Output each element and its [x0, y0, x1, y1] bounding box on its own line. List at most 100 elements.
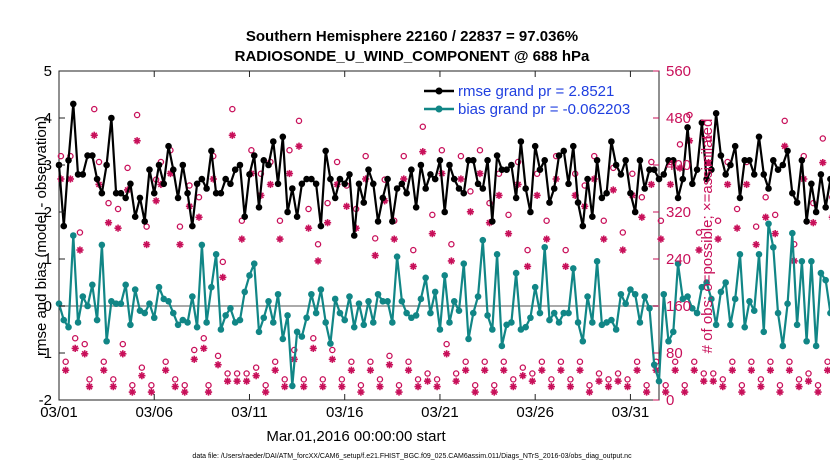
obs-possible-marker: [586, 381, 593, 389]
rmse-point: [784, 147, 791, 155]
bias-point: [246, 272, 253, 279]
bias-point: [589, 319, 596, 326]
rmse-point: [569, 142, 577, 150]
obs-possible-marker: [529, 370, 536, 377]
obs-assimilated-marker: [238, 235, 246, 243]
obs-possible-marker: [714, 217, 722, 224]
bias-point: [660, 290, 668, 298]
obs-possible-marker: [562, 246, 569, 254]
data-file-footer: data file: /Users/raeder/DAI/ATM_forcXX/…: [192, 453, 632, 460]
obs-possible-marker: [319, 376, 327, 383]
rmse-point: [465, 157, 472, 164]
obs-assimilated-marker: [538, 366, 546, 374]
rmse-point: [779, 161, 787, 169]
bias-point: [222, 312, 229, 319]
obs-assimilated-marker: [747, 366, 755, 374]
obs-assimilated-marker: [504, 230, 513, 238]
obs-assimilated-marker: [757, 383, 765, 391]
rmse-point: [722, 171, 729, 178]
bias-point: [184, 319, 191, 326]
obs-possible-marker: [814, 381, 822, 389]
bias-point: [346, 293, 353, 300]
obs-possible-marker: [752, 223, 760, 230]
obs-possible-marker: [329, 346, 336, 354]
rmse-point: [269, 138, 277, 145]
obs-possible-marker: [429, 211, 436, 219]
obs-possible-marker: [171, 376, 179, 383]
obs-possible-marker: [314, 240, 322, 248]
y-right-tick-label: 480: [666, 110, 691, 127]
rmse-point: [608, 138, 615, 145]
rmse-point: [108, 114, 115, 122]
obs-possible-marker: [114, 205, 122, 213]
rmse-point: [750, 171, 758, 178]
obs-assimilated-marker: [343, 202, 351, 210]
obs-possible-marker: [486, 199, 493, 207]
rmse-point: [512, 194, 520, 202]
rmse-point: [698, 119, 706, 126]
rmse-point: [808, 180, 815, 188]
bias-point: [103, 337, 110, 345]
y-right-tick-label: 240: [666, 251, 691, 268]
obs-possible-marker: [224, 370, 231, 377]
obs-possible-marker: [662, 381, 669, 389]
rmse-point: [612, 161, 620, 169]
obs-assimilated-marker: [428, 230, 436, 238]
obs-possible-marker: [386, 352, 393, 360]
obs-assimilated-marker: [585, 388, 594, 396]
obs-possible-marker: [795, 376, 803, 383]
bias-point: [379, 298, 387, 305]
rmse-point: [646, 166, 653, 173]
obs-possible-marker: [348, 358, 355, 365]
bias-point: [698, 283, 706, 291]
bias-point: [798, 258, 806, 265]
bias-point: [308, 290, 315, 298]
obs-assimilated-marker: [695, 246, 703, 254]
rmse-point: [717, 152, 725, 159]
bias-point: [350, 323, 358, 331]
obs-assimilated-marker: [314, 257, 322, 265]
obs-possible-marker: [519, 364, 527, 371]
rmse-point: [303, 175, 310, 183]
obs-assimilated-marker: [609, 186, 617, 194]
obs-possible-marker: [719, 376, 727, 383]
obs-assimilated-marker: [643, 388, 651, 396]
rmse-point: [622, 157, 629, 164]
obs-assimilated-marker: [509, 383, 517, 391]
y-left-tick-label: 5: [44, 63, 52, 80]
rmse-point: [141, 218, 149, 225]
rmse-point: [384, 175, 391, 183]
rmse-point: [536, 166, 544, 173]
bias-point: [412, 312, 420, 319]
obs-possible-marker: [148, 381, 155, 389]
obs-assimilated-marker: [662, 388, 670, 396]
obs-possible-marker: [638, 193, 646, 201]
bias-point: [546, 316, 553, 324]
rmse-point: [355, 180, 363, 188]
rmse-point: [503, 166, 510, 173]
bias-point: [60, 316, 68, 324]
obs-possible-marker: [690, 358, 698, 365]
obs-possible-marker: [757, 376, 765, 383]
bias-point: [336, 309, 344, 317]
y-left-tick-label: 1: [44, 251, 52, 268]
bias-point: [512, 269, 520, 277]
y-right-tick-label: 0: [666, 392, 674, 409]
obs-possible-marker: [643, 381, 650, 389]
obs-assimilated-marker: [743, 180, 751, 189]
bias-point: [646, 305, 653, 312]
legend-bias-label: bias grand pr = -0.062203: [458, 101, 630, 118]
rmse-point: [255, 204, 263, 211]
rmse-point: [341, 180, 349, 188]
obs-assimilated-marker: [633, 366, 641, 374]
obs-assimilated-marker: [409, 262, 417, 271]
bias-point: [536, 309, 544, 317]
rmse-point: [103, 161, 110, 169]
chart-title: Southern Hemisphere 22160 / 22837 = 97.0…: [246, 28, 578, 45]
rmse-point: [565, 180, 572, 188]
bias-point: [155, 283, 163, 291]
legend-rmse-marker: [435, 87, 443, 95]
obs-possible-marker: [619, 229, 627, 236]
obs-assimilated-marker: [200, 344, 208, 352]
bias-point: [665, 337, 672, 345]
